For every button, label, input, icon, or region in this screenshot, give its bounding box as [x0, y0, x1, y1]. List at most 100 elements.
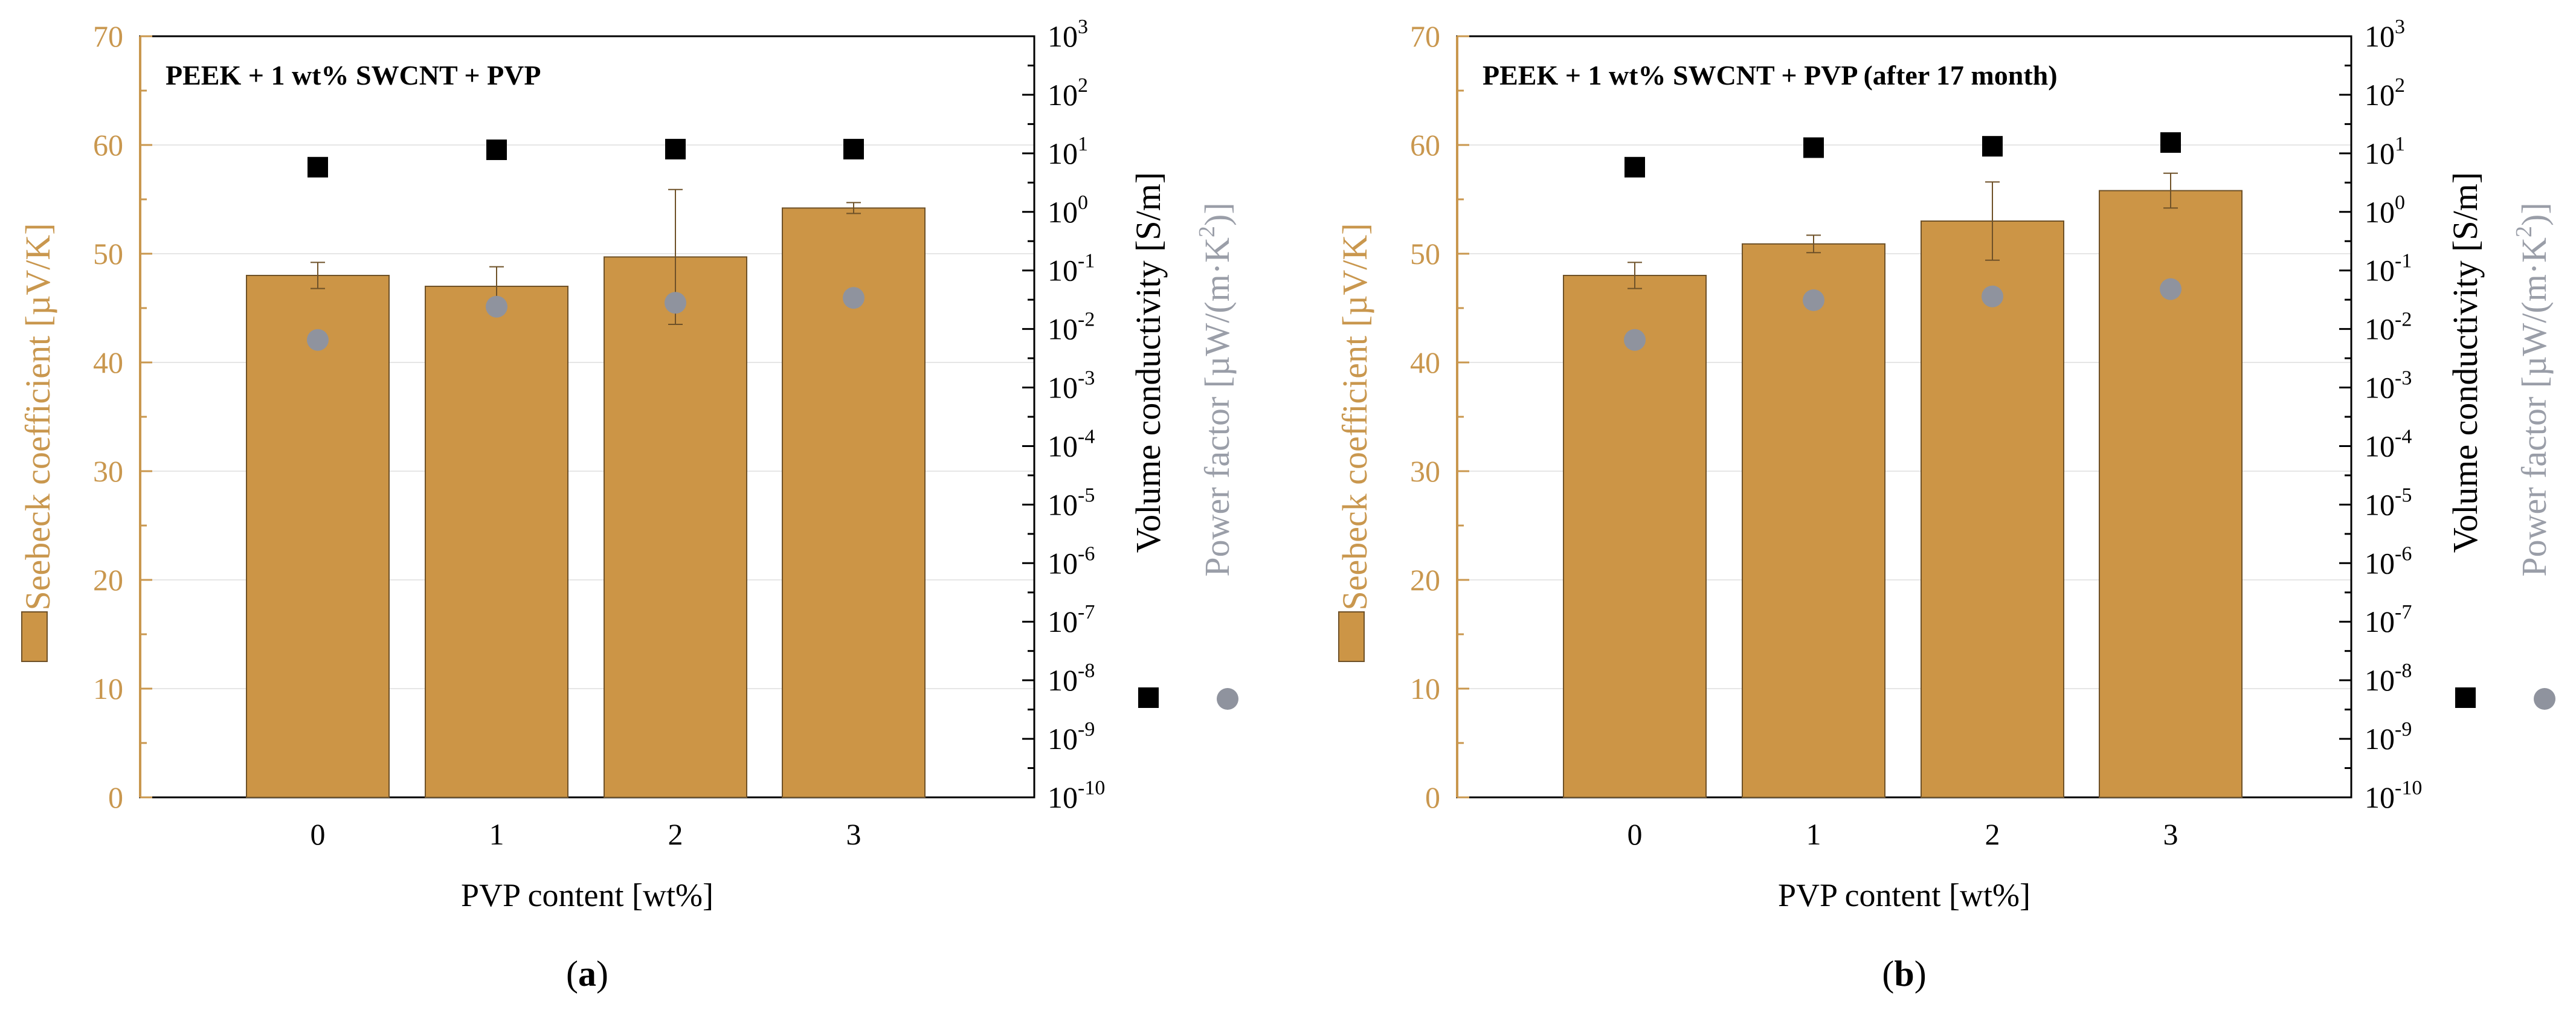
right-tick-label: 101 [2365, 133, 2405, 170]
tick-exponent: -9 [2395, 718, 2412, 741]
left-tick-label: 10 [1410, 672, 1440, 706]
tick-base: 10 [2365, 312, 2395, 346]
conductivity-point [2160, 132, 2181, 153]
tick-exponent: 3 [1078, 16, 1088, 38]
seebeck-bar [604, 256, 747, 798]
tick-base: 10 [1048, 254, 1078, 288]
tick-exponent: 2 [1078, 74, 1088, 97]
tick-base: 10 [2365, 780, 2395, 814]
tick-exponent: 2 [2395, 74, 2405, 97]
right-tick-label: 10-5 [1048, 484, 1095, 521]
tick-base: 10 [1048, 722, 1078, 756]
right-tick-label: 103 [1048, 16, 1088, 53]
seebeck-bar [246, 275, 390, 798]
left-tick-label: 70 [93, 19, 123, 53]
right-tick-label: 102 [1048, 74, 1088, 112]
tick-base: 10 [1048, 663, 1078, 697]
seebeck-legend-swatch [21, 611, 48, 662]
right-tick-label: 103 [2365, 16, 2405, 53]
tick-base: 10 [2365, 429, 2395, 463]
left-tick-label: 0 [1425, 780, 1440, 814]
left-tick-label: 70 [1410, 19, 1440, 53]
tick-exponent: -8 [2395, 660, 2412, 682]
power-factor-point [1982, 285, 2003, 307]
tick-base: 10 [1048, 780, 1078, 814]
tick-exponent: -5 [1078, 484, 1095, 506]
right-axis-label-power-factor: Power factor [µW/(m·K2)] [2511, 202, 2554, 576]
tick-exponent: -10 [2395, 777, 2422, 799]
left-tick-label: 10 [93, 672, 123, 706]
tick-base: 10 [2365, 722, 2395, 756]
tick-base: 10 [1048, 195, 1078, 229]
tick-exponent: -7 [2395, 601, 2412, 623]
seebeck-bar [1742, 243, 1885, 798]
left-tick-label: 20 [93, 563, 123, 597]
pf-label-main: Power factor [µW/(m·K [2514, 237, 2554, 577]
conductivity-point [665, 138, 686, 159]
right-tick-label: 102 [2365, 74, 2405, 112]
right-tick-label: 10-8 [2365, 660, 2412, 697]
right-tick-label: 10-6 [1048, 542, 1095, 580]
right-tick-label: 10-7 [1048, 601, 1095, 638]
tick-base: 10 [1048, 487, 1078, 521]
x-tick-label: 0 [1628, 817, 1643, 851]
seebeck-bar [425, 286, 568, 798]
chart-panel-b: 01020304050607010-1010-910-810-710-610-5… [1335, 16, 2555, 994]
tick-exponent: 1 [2395, 133, 2405, 155]
left-tick-label: 30 [1410, 454, 1440, 488]
tick-base: 10 [2365, 254, 2395, 288]
tick-base: 10 [2365, 663, 2395, 697]
right-tick-label: 10-4 [1048, 425, 1095, 463]
chart-title: PEEK + 1 wt% SWCNT + PVP (after 17 month… [1483, 60, 2058, 91]
right-tick-label: 100 [2365, 191, 2405, 229]
pf-label-end: )] [2514, 202, 2554, 226]
tick-exponent: -10 [1078, 777, 1105, 799]
power-factor-point [307, 329, 329, 351]
panel-paren-open: ( [1882, 954, 1894, 994]
tick-exponent: -4 [1078, 425, 1095, 448]
seebeck-bar [1921, 220, 2064, 798]
tick-base: 10 [2365, 19, 2395, 53]
conductivity-legend-marker [2455, 687, 2476, 708]
conductivity-point [308, 156, 328, 178]
power-factor-legend-marker [2534, 688, 2555, 710]
pf-label-exponent: 2 [2511, 226, 2537, 237]
right-tick-label: 10-5 [2365, 484, 2412, 521]
left-axis-label: Seebeck coefficient [µV/K] [1335, 223, 1374, 610]
x-tick-label: 3 [846, 817, 861, 851]
power-factor-legend-marker [1217, 688, 1238, 710]
tick-base: 10 [2365, 195, 2395, 229]
tick-base: 10 [2365, 605, 2395, 638]
power-factor-point [1803, 289, 1824, 311]
right-tick-label: 10-9 [1048, 718, 1095, 756]
tick-base: 10 [1048, 19, 1078, 53]
tick-base: 10 [1048, 605, 1078, 638]
right-axis-label-conductivity: Volume conductivity [S/m] [2446, 172, 2485, 553]
tick-base: 10 [1048, 137, 1078, 170]
tick-exponent: -2 [1078, 309, 1095, 331]
tick-exponent: -3 [2395, 367, 2412, 390]
tick-exponent: -4 [2395, 425, 2412, 448]
power-factor-point [1624, 329, 1646, 351]
right-tick-label: 10-2 [2365, 309, 2412, 346]
tick-base: 10 [2365, 137, 2395, 170]
pf-label-end: )] [1197, 202, 1237, 226]
right-tick-label: 100 [1048, 191, 1088, 229]
panel-letter: a [578, 954, 596, 994]
left-tick-label: 20 [1410, 563, 1440, 597]
right-tick-label: 10-3 [2365, 367, 2412, 405]
panel-label: (b) [1882, 954, 1926, 994]
tick-base: 10 [2365, 546, 2395, 580]
right-tick-label: 10-3 [1048, 367, 1095, 405]
tick-exponent: -6 [1078, 542, 1095, 565]
right-tick-label: 101 [1048, 133, 1088, 170]
seebeck-bar [2099, 190, 2243, 799]
right-tick-label: 10-1 [1048, 250, 1095, 288]
pf-label-exponent: 2 [1194, 226, 1220, 237]
tick-base: 10 [2365, 487, 2395, 521]
tick-exponent: 3 [2395, 16, 2405, 38]
right-tick-label: 10-10 [2365, 777, 2422, 814]
x-tick-label: 1 [489, 817, 504, 851]
left-tick-label: 30 [93, 454, 123, 488]
